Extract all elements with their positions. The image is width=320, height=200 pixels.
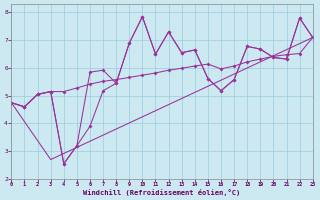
X-axis label: Windchill (Refroidissement éolien,°C): Windchill (Refroidissement éolien,°C) xyxy=(84,189,241,196)
